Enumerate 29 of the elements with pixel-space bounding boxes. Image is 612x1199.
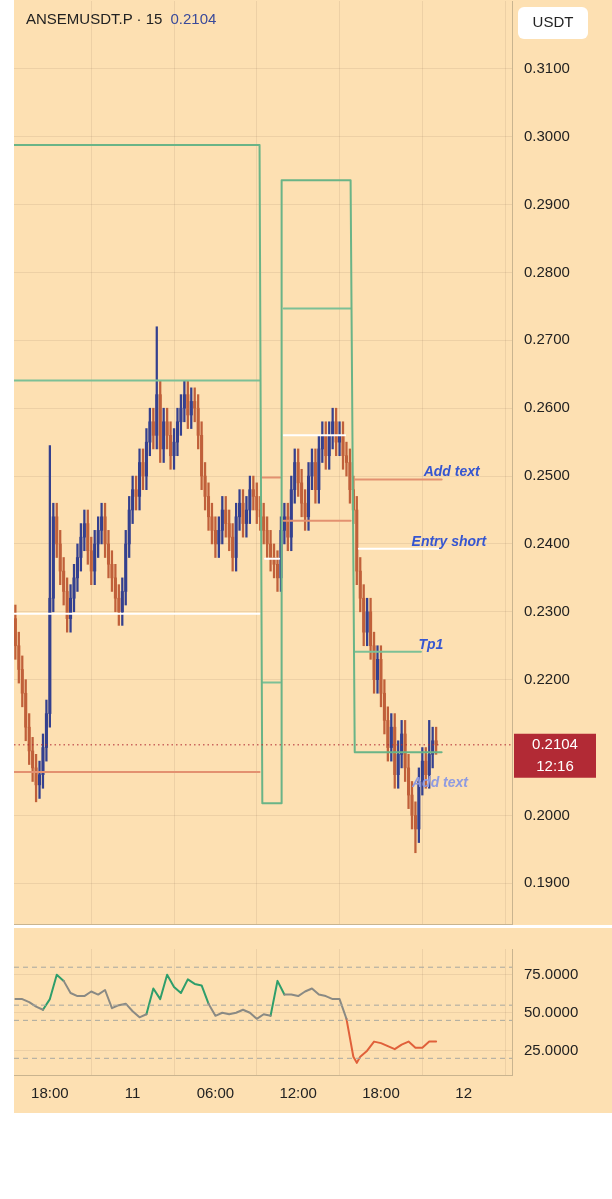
y-tick-label: 0.2500	[524, 466, 570, 484]
text: 0.2104	[170, 10, 217, 27]
series-label: Add text	[422, 463, 481, 480]
y-tick-label: 0.2700	[524, 330, 570, 348]
y-tick-label: 25.0000	[524, 1040, 579, 1058]
x-tick-label: 18:00	[362, 1084, 400, 1102]
x-tick-label: 11	[124, 1084, 141, 1102]
ref-line-label: 0.2104	[532, 734, 578, 752]
y-tick-label: 0.2200	[524, 669, 570, 687]
x-tick-label: 12	[455, 1084, 473, 1102]
y-tick-label: 0.2900	[524, 194, 570, 212]
series-label: Entry short	[411, 532, 488, 549]
y-tick-label: 0.2800	[524, 262, 570, 280]
y-tick-label: 75.0000	[524, 964, 579, 982]
y-tick-label: 0.2300	[524, 601, 570, 619]
y-tick-label: 50.0000	[524, 1002, 579, 1020]
y-tick-label: 0.3100	[524, 59, 570, 77]
y-tick-label: 0.2600	[524, 398, 570, 416]
text: 12:16	[536, 756, 574, 774]
x-tick-label: 06:00	[196, 1084, 235, 1102]
series-label: Tp1	[418, 635, 444, 652]
text: ANSEMUSDT.P · 15	[26, 10, 163, 27]
y-tick-label: 0.3000	[524, 126, 570, 144]
y-tick-label: 0.2000	[524, 805, 570, 823]
y-tick-label: 0.1900	[524, 873, 570, 891]
y-tick-label: 0.2400	[524, 534, 570, 552]
text: USDT	[532, 13, 574, 31]
x-tick-label: 12:00	[279, 1084, 317, 1102]
x-tick-label: 18:00	[31, 1084, 69, 1102]
